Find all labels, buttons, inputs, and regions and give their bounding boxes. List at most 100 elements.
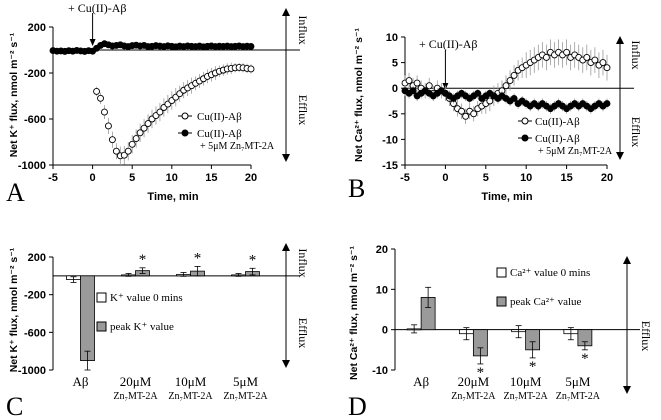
panel-b-series-1-point [470, 110, 478, 118]
panel-a-efflux-arrow-head [282, 154, 290, 162]
panel-b-efflux-arrow-head [616, 152, 624, 160]
panel-d-category-label: 10μM [510, 374, 542, 389]
panel-c-category-label: 5μM [233, 374, 258, 389]
panel-b-series-1-point [599, 59, 607, 67]
panel-c-y-tick-label: -1000 [18, 365, 46, 377]
panel-b-legend-label-3: + 5μM Zn₇MT-2A [538, 146, 613, 157]
panel-c-significance-star: * [249, 252, 257, 268]
panel-a-series-1-point [112, 147, 120, 155]
panel-b-y-tick-label: 5 [392, 58, 398, 70]
panel-d-category-sublabel: Zn₇MT-2A [556, 391, 601, 402]
panel-a-series-1-point [104, 122, 112, 130]
panel-label-a: A [6, 178, 25, 207]
panel-b-series-2-point [510, 94, 518, 102]
panel-a-series-1-point [124, 147, 132, 155]
panel-label-b: B [348, 174, 365, 203]
panel-a-y-label: Net K⁺ flux, nmol m⁻² s⁻¹ [8, 32, 20, 157]
panel-b-series-1-point [603, 64, 611, 72]
panel-a-series-1-point [108, 136, 116, 144]
panel-b-series-1-point [591, 56, 599, 64]
panel-b-legend-label-2: Cu(II)-Aβ [535, 133, 580, 145]
panel-a-influx-arrow-head [282, 8, 290, 16]
panel-c-significance-star: * [139, 252, 147, 268]
panel-c-influx-arrow-head [282, 243, 290, 251]
panel-a-addition-arrow-head [89, 39, 96, 46]
panel-b-series-1-point [405, 77, 413, 84]
panel-d: D Net Ca²⁺ flux, nmol m⁻² s⁻¹ Efflux Ca²… [348, 244, 653, 420]
panel-b: B Net Ca²⁺ flux, nmol m⁻² s⁻¹ Time, min … [348, 28, 643, 203]
panel-b-series-1-point [583, 54, 591, 61]
panel-d-legend-swatch-2 [496, 296, 507, 307]
panel-b-series-1-point [425, 82, 433, 90]
panel-a-series-1-point [120, 151, 128, 159]
panel-b-series-1-point [462, 112, 470, 120]
panel-b-y-label: Net Ca²⁺ flux, nmol m⁻² s⁻¹ [353, 28, 365, 162]
panel-a-influx-label: Influx [296, 15, 310, 44]
panel-b-series-1-point [506, 77, 514, 84]
panel-b-series-1-point [458, 107, 466, 115]
panel-a-series-1-point [128, 140, 136, 148]
panel-c-legend-label-2: peak K⁺ value [110, 321, 174, 333]
panel-b-series-1-point [563, 48, 571, 56]
panel-a-x-tick-label: 20 [245, 172, 257, 184]
panel-c-category-label: Aβ [72, 374, 88, 389]
panel-a-legend-label-1: Cu(II)-Aβ [197, 111, 242, 123]
panel-label-c: C [6, 392, 23, 420]
panel-c-y-tick-label: -600 [24, 327, 46, 339]
panel-b-y-tick-label: 10 [386, 32, 398, 44]
panel-d-legend-label-2: peak Ca²⁺ value [510, 296, 582, 308]
panel-b-y-tick-label: -10 [382, 134, 398, 146]
panel-a-legend-label-3: + 5μM Zn₇MT-2A [200, 141, 275, 152]
panel-a-series-1-point [132, 135, 140, 143]
panel-a-legend-marker-2 [181, 129, 189, 137]
panel-b-x-label: Time, min [481, 191, 532, 203]
panel-a-series-1-point [97, 94, 104, 102]
panel-b-x-tick-label: 0 [442, 172, 448, 184]
panel-d-significance-star: * [529, 359, 537, 375]
panel-b-series-2-point [409, 87, 417, 95]
panel-b-series-1-point [510, 71, 518, 79]
panel-c-bar-peak [80, 275, 95, 361]
panel-c-category-sublabel: Zn₇MT-2A [113, 391, 158, 402]
panel-a-x-tick-label: 15 [205, 172, 217, 184]
panel-d-legend-label-1: Ca²⁺ value 0 mins [510, 267, 590, 279]
panel-a-x-tick-label: 5 [129, 172, 135, 184]
panel-d-influx-arrow-head [623, 256, 631, 264]
panel-c-category-label: 10μM [175, 374, 207, 389]
panel-b-series-1-point [486, 97, 494, 105]
panel-d-category-label: 5μM [565, 374, 590, 389]
panel-d-category-label: 20μM [458, 374, 490, 389]
panel-b-x-tick-label: -5 [400, 172, 410, 184]
panel-b-series-1-point [413, 79, 421, 87]
panel-c-y-tick-label: -200 [24, 290, 46, 302]
panel-c-significance-star: * [194, 250, 202, 266]
panel-a-series-1-point [101, 108, 108, 116]
panel-a-series-1-point [93, 87, 101, 95]
panel-d-category-sublabel: Zn₇MT-2A [504, 391, 549, 402]
panel-a-x-tick-label: 0 [90, 172, 96, 184]
panel-c-efflux-label: Efflux [296, 318, 310, 348]
panel-b-legend-marker-2 [521, 134, 529, 142]
panel-d-y-tick-label: -10 [372, 365, 388, 377]
panel-b-series-2-point [603, 100, 611, 108]
panel-d-y-tick-label: 0 [382, 325, 388, 337]
panel-b-y-tick-label: 0 [392, 83, 398, 95]
panel-c: C Net K⁺ flux, nmol m⁻² s⁻¹ Influx Efflu… [6, 243, 310, 420]
panel-b-x-tick-label: 15 [560, 172, 572, 184]
panel-a-series-1-point [156, 108, 164, 116]
panel-a-y-tick-label: -1000 [18, 160, 46, 172]
panel-d-y-tick-label: 20 [376, 244, 388, 256]
panel-b-annotation: + Cu(II)-Aβ [419, 37, 478, 51]
panel-b-legend-label-1: Cu(II)-Aβ [535, 116, 580, 128]
panel-b-influx-label: Influx [629, 40, 643, 69]
panel-label-d: D [348, 392, 367, 420]
panel-c-legend-swatch-2 [96, 321, 107, 332]
panel-d-significance-star: * [477, 365, 485, 381]
panel-d-significance-star: * [581, 351, 589, 367]
panel-a-y-tick-label: -600 [24, 114, 46, 126]
panel-a-x-tick-label: -5 [48, 172, 58, 184]
panel-c-legend-label-1: K⁺ value 0 mins [110, 292, 183, 304]
panel-b-x-tick-label: 20 [601, 172, 613, 184]
panel-c-y-label: Net K⁺ flux, nmol m⁻² s⁻¹ [8, 247, 20, 372]
